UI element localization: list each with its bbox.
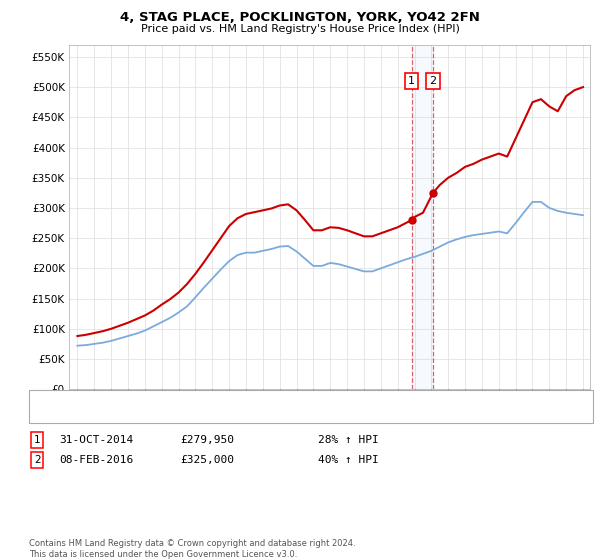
Text: 1: 1 bbox=[34, 435, 41, 445]
Bar bbox=[412, 45, 433, 389]
Text: 31-OCT-2014: 31-OCT-2014 bbox=[59, 435, 133, 445]
Text: HPI: Average price, detached house, East Riding of Yorkshire: HPI: Average price, detached house, East… bbox=[69, 409, 365, 419]
Text: 4, STAG PLACE, POCKLINGTON, YORK, YO42 2FN: 4, STAG PLACE, POCKLINGTON, YORK, YO42 2… bbox=[120, 11, 480, 24]
Text: 40% ↑ HPI: 40% ↑ HPI bbox=[318, 455, 379, 465]
Text: ——: —— bbox=[41, 407, 65, 420]
Text: 2: 2 bbox=[34, 455, 41, 465]
Text: 4, STAG PLACE, POCKLINGTON, YORK, YO42 2FN (detached house): 4, STAG PLACE, POCKLINGTON, YORK, YO42 2… bbox=[69, 394, 393, 404]
Text: ——: —— bbox=[41, 393, 65, 406]
Text: Price paid vs. HM Land Registry's House Price Index (HPI): Price paid vs. HM Land Registry's House … bbox=[140, 24, 460, 34]
Text: £325,000: £325,000 bbox=[180, 455, 234, 465]
Text: £279,950: £279,950 bbox=[180, 435, 234, 445]
Text: 2: 2 bbox=[430, 76, 437, 86]
Text: Contains HM Land Registry data © Crown copyright and database right 2024.
This d: Contains HM Land Registry data © Crown c… bbox=[29, 539, 355, 559]
Text: 28% ↑ HPI: 28% ↑ HPI bbox=[318, 435, 379, 445]
Text: 08-FEB-2016: 08-FEB-2016 bbox=[59, 455, 133, 465]
Text: 1: 1 bbox=[408, 76, 415, 86]
